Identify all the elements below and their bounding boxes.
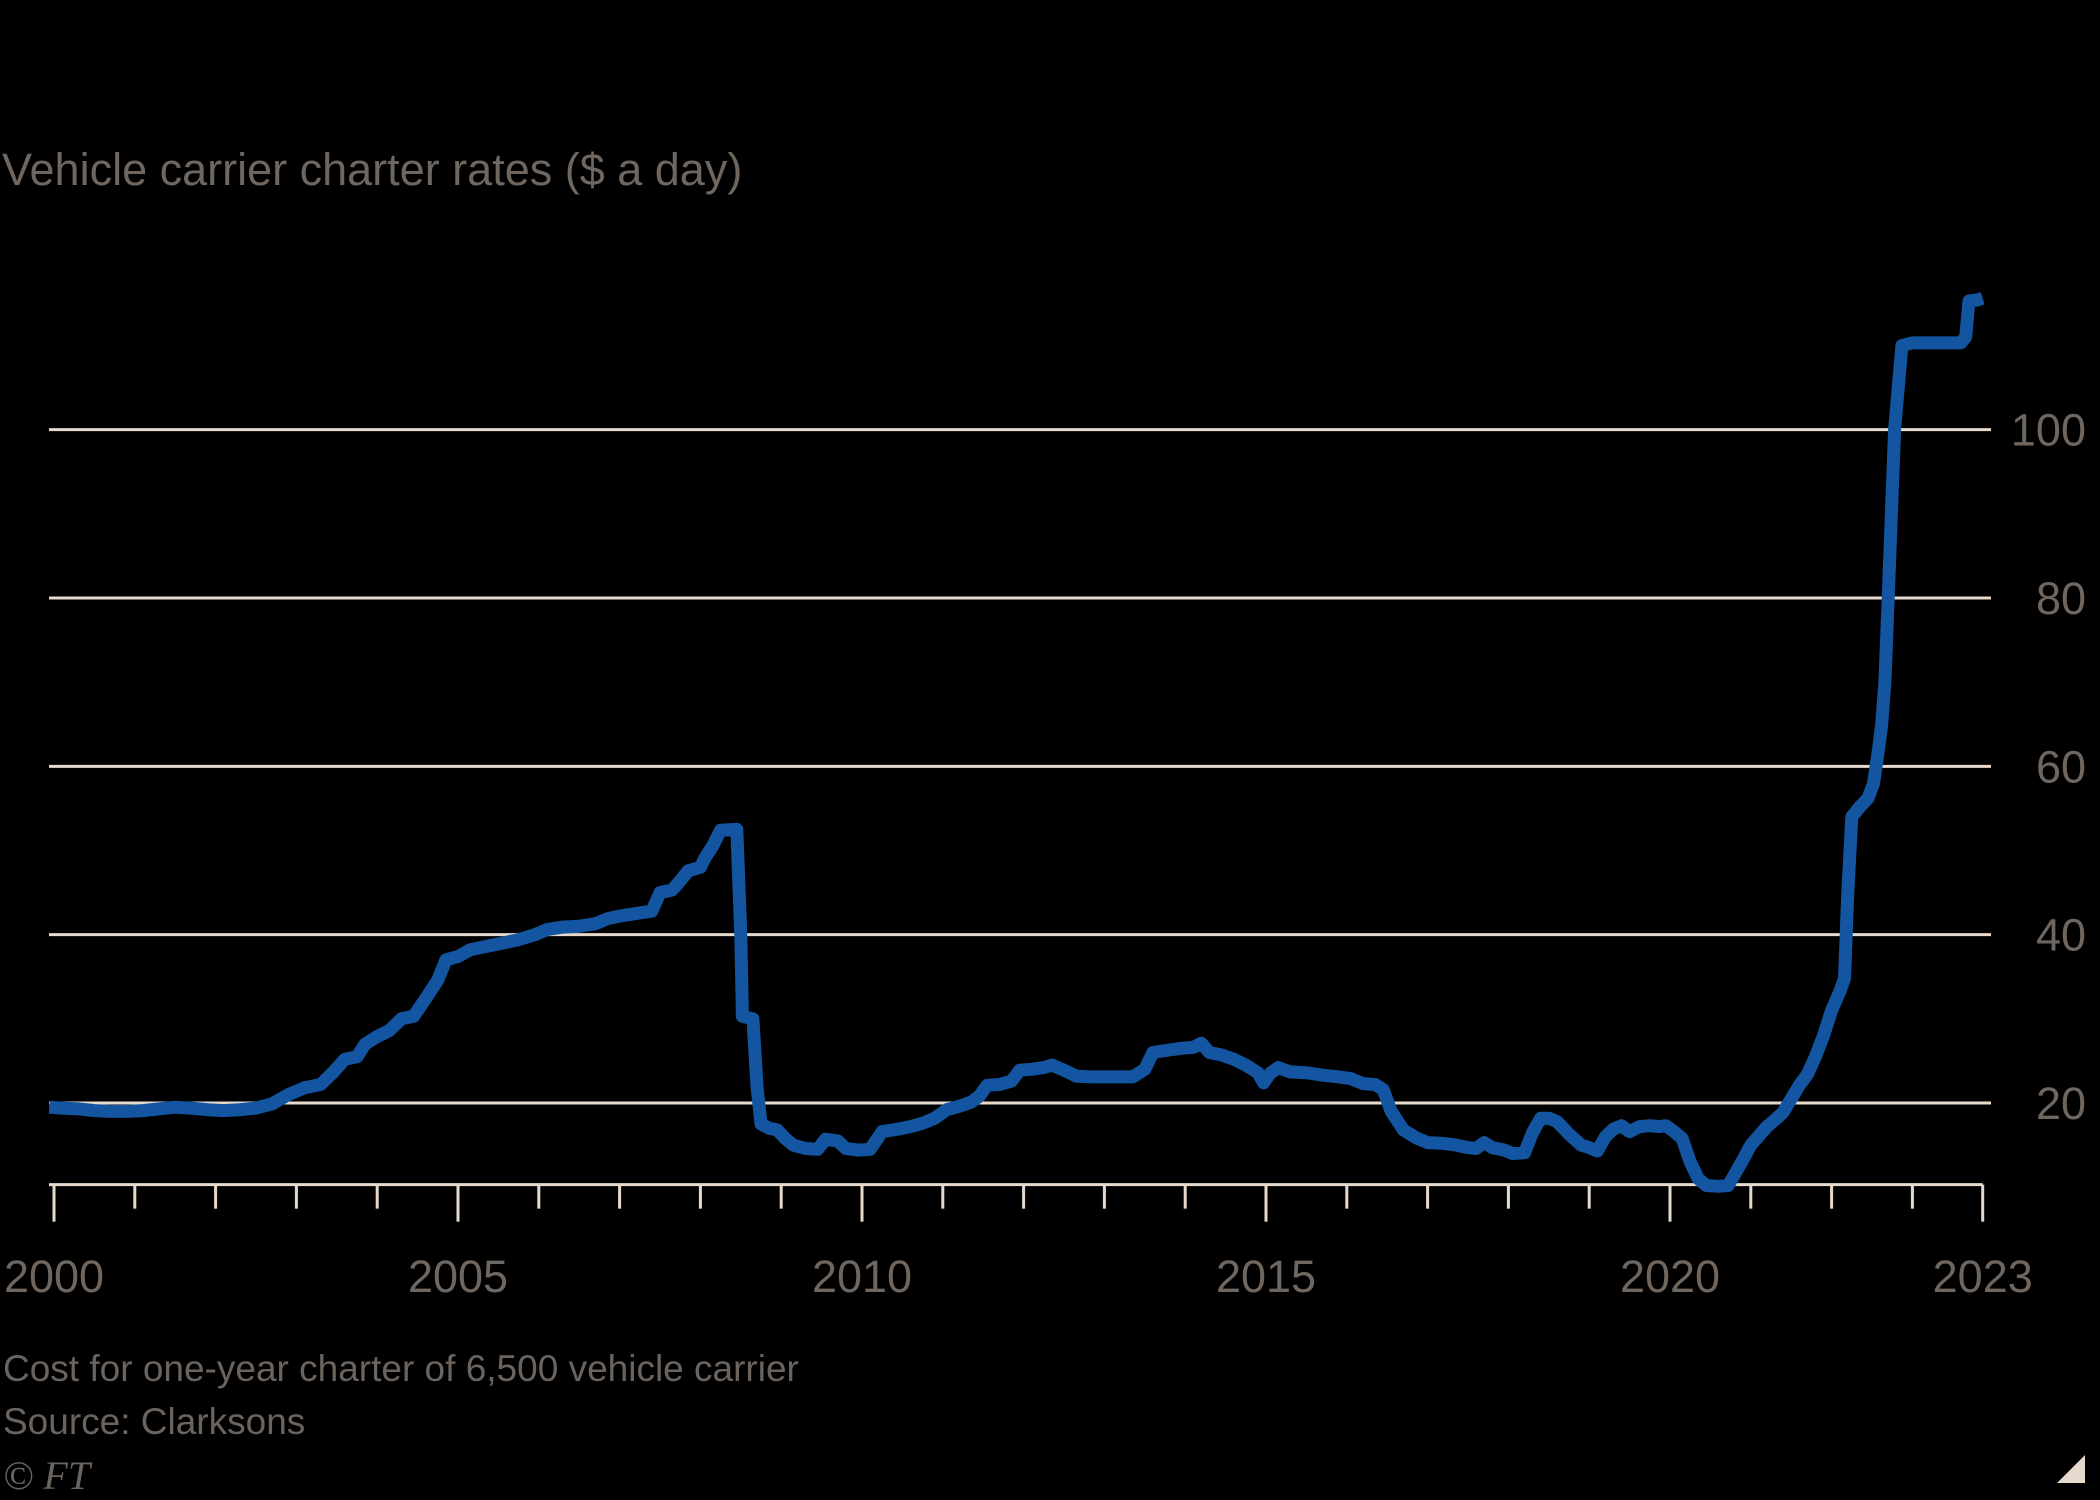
y-axis-label-100: 100 <box>2011 405 2086 456</box>
y-axis-label-20: 20 <box>2036 1078 2086 1129</box>
ft-copyright: © FT <box>3 1453 91 1498</box>
y-axis-label-60: 60 <box>2036 741 2086 792</box>
chart-title: Vehicle carrier charter rates ($ a day) <box>2 144 743 195</box>
y-axis-label-80: 80 <box>2036 573 2086 624</box>
y-axis-label-40: 40 <box>2036 910 2086 961</box>
x-axis-label-2005: 2005 <box>408 1251 508 1302</box>
x-axis-label-2015: 2015 <box>1216 1251 1316 1302</box>
x-axis-label-2000: 2000 <box>4 1251 104 1302</box>
charter-rate-line <box>48 292 1985 1193</box>
x-axis-label-2023: 2023 <box>1933 1251 2033 1302</box>
chart-footnote: Cost for one-year charter of 6,500 vehic… <box>3 1348 799 1389</box>
x-axis-label-2020: 2020 <box>1620 1251 1720 1302</box>
x-axis-label-2010: 2010 <box>812 1251 912 1302</box>
ft-corner-triangle-icon <box>2057 1455 2085 1483</box>
source-credit: Source: Clarksons <box>3 1401 306 1442</box>
